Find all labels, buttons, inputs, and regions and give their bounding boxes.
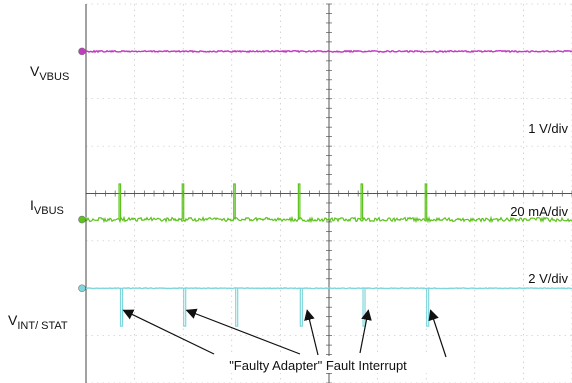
ibus-current-spike [297, 183, 301, 220]
ibus-current-spike [233, 183, 236, 220]
ibus-label-main: I [30, 197, 34, 213]
vbus-scale-label: 1 V/div [528, 121, 568, 136]
vint-scale-label: 2 V/div [528, 271, 568, 286]
vint-ground-marker [78, 284, 86, 293]
annotation-arrow [304, 309, 319, 356]
vint-interrupt-pulse [362, 288, 366, 327]
annotation-arrow [428, 309, 447, 358]
vint-interrupt-pulse [299, 288, 303, 327]
ibus-current-spike [181, 183, 185, 220]
vbus-trace [85, 49, 572, 54]
vint-interrupt-pulse [119, 288, 124, 327]
vint-interrupt-pulse [235, 288, 239, 327]
vint-channel-label: VINT/ STAT [8, 312, 68, 332]
annotation-background [206, 356, 430, 373]
vint-trace [85, 287, 572, 290]
ibus-current-spike [424, 183, 428, 220]
annotation-arrow [185, 308, 301, 355]
vint-label-main: V [8, 312, 18, 328]
vbus-channel-label: VVBUS [30, 63, 69, 83]
ibus-label-sub: VBUS [34, 205, 64, 217]
vbus-ground-marker [78, 47, 86, 56]
ibus-current-spike [118, 183, 122, 220]
ibus-scale-label: 20 mA/div [510, 204, 568, 219]
fault-interrupt-annotation: "Faulty Adapter" Fault Interrupt [229, 358, 407, 373]
vint-interrupt-pulse [183, 288, 187, 327]
annotation-arrow [359, 309, 372, 354]
annotation-arrows [122, 308, 447, 358]
vbus-label-sub: VBUS [39, 71, 69, 83]
traces [78, 47, 572, 327]
annotation-arrow [122, 309, 215, 355]
ibus-ground-marker [78, 215, 86, 224]
vint-label-sub: INT/ STAT [17, 320, 68, 332]
vint-interrupt-pulse [426, 288, 430, 327]
ibus-current-spike [360, 183, 364, 220]
vbus-label-main: V [30, 63, 40, 79]
ibus-trace [85, 215, 572, 224]
ibus-channel-label: IVBUS [30, 197, 64, 217]
graticule [85, 3, 572, 383]
